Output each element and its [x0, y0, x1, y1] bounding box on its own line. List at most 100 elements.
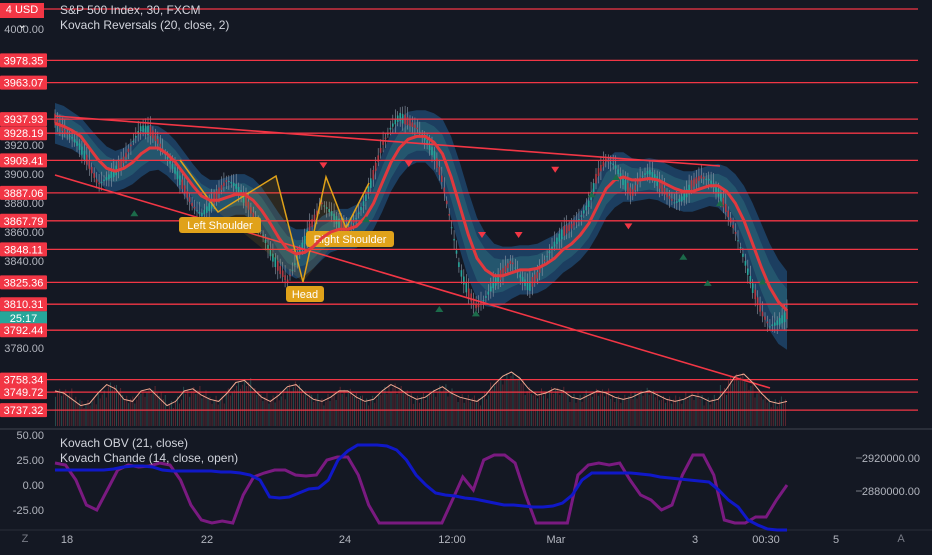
- volume-bar: [103, 390, 105, 426]
- lower-left-tick-label: 50.00: [16, 430, 44, 442]
- candle-body: [492, 281, 494, 289]
- kovach-band-inner: [55, 112, 787, 332]
- volume-bar: [337, 390, 339, 427]
- candle-body: [666, 192, 668, 198]
- candle-body: [125, 152, 127, 158]
- volume-bar: [721, 392, 723, 426]
- candle-body: [580, 215, 583, 217]
- reversal-down-marker: [404, 160, 413, 167]
- candle-body: [680, 196, 683, 202]
- candle-body: [634, 185, 636, 191]
- volume-bar: [681, 403, 683, 427]
- volume-bar: [557, 387, 559, 427]
- candle-body: [250, 207, 252, 214]
- volume-bar: [614, 402, 616, 426]
- level-price-label: 3825.36: [4, 277, 44, 289]
- indicator-title[interactable]: Kovach Reversals (20, close, 2): [60, 18, 230, 32]
- volume-bar: [254, 388, 256, 426]
- chevron-down-icon[interactable]: ⌄: [17, 19, 27, 31]
- candle-body: [463, 276, 465, 285]
- reversal-down-marker: [551, 166, 560, 173]
- volume-bar: [223, 403, 225, 426]
- volume-bar: [160, 392, 162, 426]
- candle-body: [289, 274, 291, 277]
- candle-body: [673, 202, 676, 204]
- volume-bar: [699, 399, 701, 426]
- volume-bar: [142, 389, 144, 427]
- volume-bar: [679, 396, 681, 427]
- volume-bar: [766, 402, 768, 426]
- candle-body: [355, 218, 357, 220]
- obv-line: [55, 443, 787, 532]
- trend-line: [54, 174, 771, 389]
- x-axis-tick-label: 18: [61, 534, 73, 546]
- volume-bar: [622, 398, 624, 427]
- volume-bar: [175, 400, 176, 426]
- candle-body: [130, 144, 132, 147]
- candle-body: [179, 175, 181, 186]
- volume-bar: [561, 390, 563, 427]
- volume-bar: [290, 391, 292, 427]
- volume-bar: [136, 399, 138, 426]
- volume-bar: [219, 400, 221, 426]
- volume-bar: [347, 392, 349, 427]
- volume-bar: [628, 396, 630, 426]
- auto-scale-button[interactable]: A: [897, 533, 905, 545]
- candle-body: [460, 270, 463, 277]
- candle-body: [744, 260, 747, 266]
- volume-bar: [248, 382, 250, 426]
- countdown-box: [0, 311, 47, 326]
- volume-bar: [201, 398, 203, 427]
- candle-body: [144, 125, 147, 134]
- volume-bar: [427, 396, 429, 426]
- candle-body: [303, 235, 306, 244]
- volume-bar: [154, 386, 156, 426]
- candle-body: [700, 175, 703, 179]
- volume-bar: [555, 390, 557, 426]
- price-currency-badge: 4 USD ⌄: [0, 3, 44, 31]
- volume-bar: [536, 398, 538, 427]
- volume-bar: [345, 396, 347, 427]
- volume-bar: [89, 405, 91, 427]
- volume-bar: [545, 391, 546, 426]
- volume-bar: [166, 409, 168, 426]
- volume-bar: [695, 396, 697, 426]
- volume-bar: [508, 380, 510, 426]
- volume-bar: [604, 396, 605, 426]
- candle-body: [543, 259, 546, 262]
- volume-bar: [390, 391, 392, 426]
- candle-body: [769, 326, 771, 328]
- candle-body: [678, 198, 681, 202]
- candle-body: [154, 134, 157, 142]
- volume-bar: [400, 386, 402, 426]
- volume-bar: [732, 383, 734, 426]
- obv-indicator-title[interactable]: Kovach OBV (21, close): [60, 436, 189, 450]
- volume-bar: [730, 376, 732, 426]
- volume-bar: [278, 400, 280, 427]
- candle-body: [88, 160, 91, 169]
- volume-bar: [59, 388, 61, 427]
- candle-body: [661, 183, 663, 192]
- chande-indicator-title[interactable]: Kovach Chande (14, close, open): [60, 451, 239, 465]
- candle-body: [132, 140, 135, 142]
- candle-body: [602, 161, 605, 167]
- trend-line: [54, 115, 721, 167]
- candle-body: [509, 260, 512, 264]
- candle-body: [142, 125, 144, 132]
- volume-bar: [595, 388, 597, 427]
- volume-bar: [315, 397, 317, 427]
- volume-bar: [144, 396, 146, 427]
- candle-body: [188, 197, 191, 202]
- volume-bar: [760, 396, 762, 426]
- zoom-button[interactable]: Z: [21, 533, 29, 545]
- pattern-label-bg: [179, 217, 261, 233]
- candle-body: [754, 289, 756, 300]
- candle-body: [76, 141, 78, 147]
- volume-bar: [207, 397, 209, 427]
- chart-title[interactable]: S&P 500 Index, 30, FXCM: [60, 3, 201, 17]
- volume-bar: [242, 384, 244, 427]
- volume-bar: [482, 396, 483, 427]
- candle-body: [157, 138, 159, 144]
